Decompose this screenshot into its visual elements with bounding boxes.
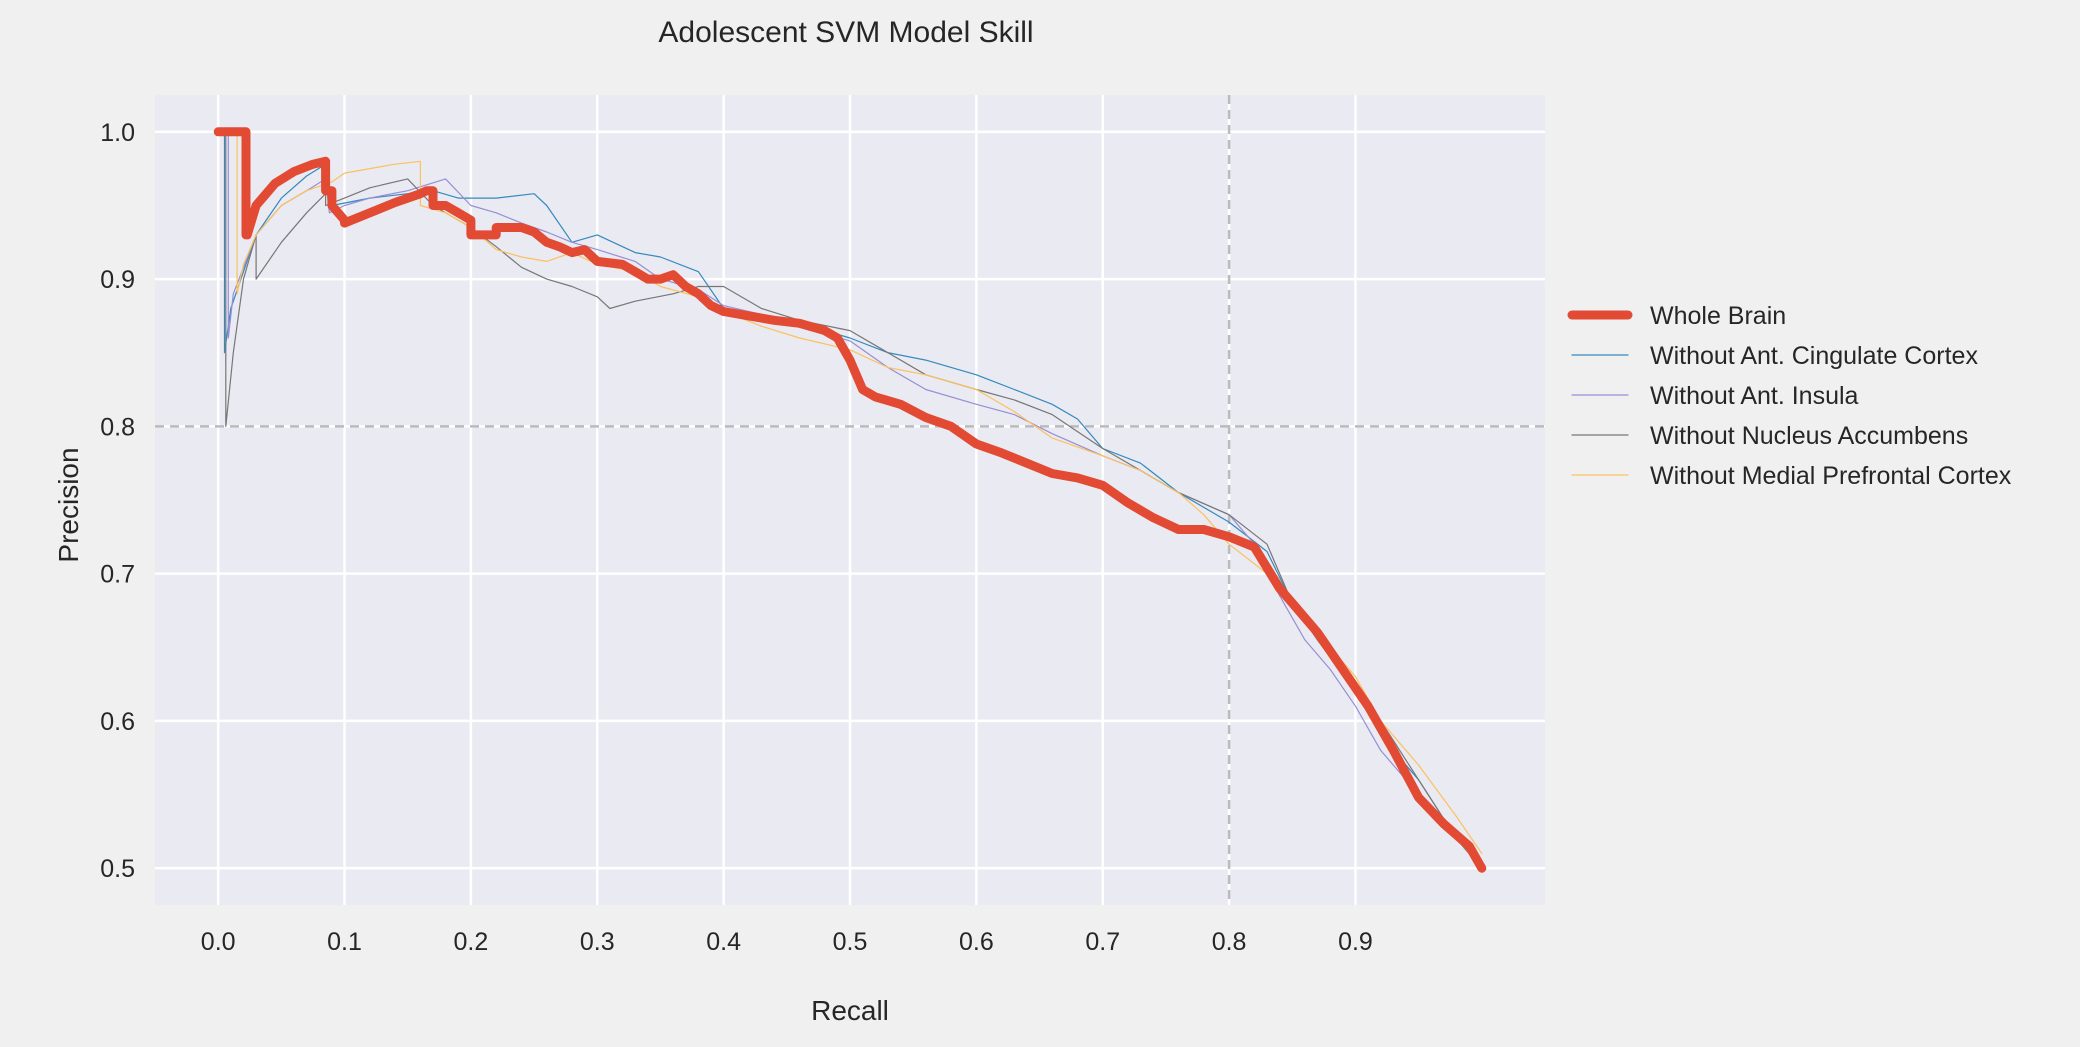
- x-axis-label: Recall: [811, 995, 889, 1026]
- x-tick-label: 0.3: [580, 928, 615, 956]
- y-axis-label: Precision: [53, 447, 84, 562]
- legend: Whole Brain Without Ant. Cingulate Cortex…: [1567, 302, 2012, 490]
- y-axis-ticks: 0.5 0.6 0.7 0.8 0.9 1.0: [100, 119, 135, 883]
- series-line-3: [217, 131, 1483, 869]
- x-tick-label: 0.0: [201, 928, 236, 956]
- y-tick-label: 0.6: [100, 708, 135, 736]
- y-tick-label: 1.0: [100, 119, 135, 147]
- x-tick-label: 0.5: [833, 928, 868, 956]
- x-tick-label: 0.1: [327, 928, 362, 956]
- x-tick-label: 0.9: [1338, 928, 1373, 956]
- legend-label-4: Without Medial Prefrontal Cortex: [1650, 462, 2012, 490]
- legend-label-3: Without Nucleus Accumbens: [1650, 422, 1968, 450]
- reference-lines: [155, 95, 1545, 905]
- legend-label-1: Without Ant. Cingulate Cortex: [1650, 342, 1978, 370]
- legend-label-0: Whole Brain: [1650, 302, 1786, 330]
- x-tick-label: 0.2: [454, 928, 489, 956]
- x-tick-label: 0.6: [959, 928, 994, 956]
- chart-title: Adolescent SVM Model Skill: [658, 16, 1033, 49]
- x-tick-label: 0.7: [1085, 928, 1120, 956]
- y-tick-label: 0.5: [100, 855, 135, 883]
- series-line-0: [213, 127, 1487, 873]
- series-layer: [213, 127, 1487, 873]
- x-tick-label: 0.8: [1212, 928, 1247, 956]
- y-tick-label: 0.8: [100, 413, 135, 441]
- legend-label-2: Without Ant. Insula: [1650, 382, 1859, 410]
- x-tick-label: 0.4: [706, 928, 741, 956]
- y-tick-label: 0.7: [100, 561, 135, 589]
- x-axis-ticks: 0.0 0.1 0.2 0.3 0.4 0.5 0.6 0.7 0.8 0.9: [201, 928, 1373, 956]
- y-tick-label: 0.9: [100, 266, 135, 294]
